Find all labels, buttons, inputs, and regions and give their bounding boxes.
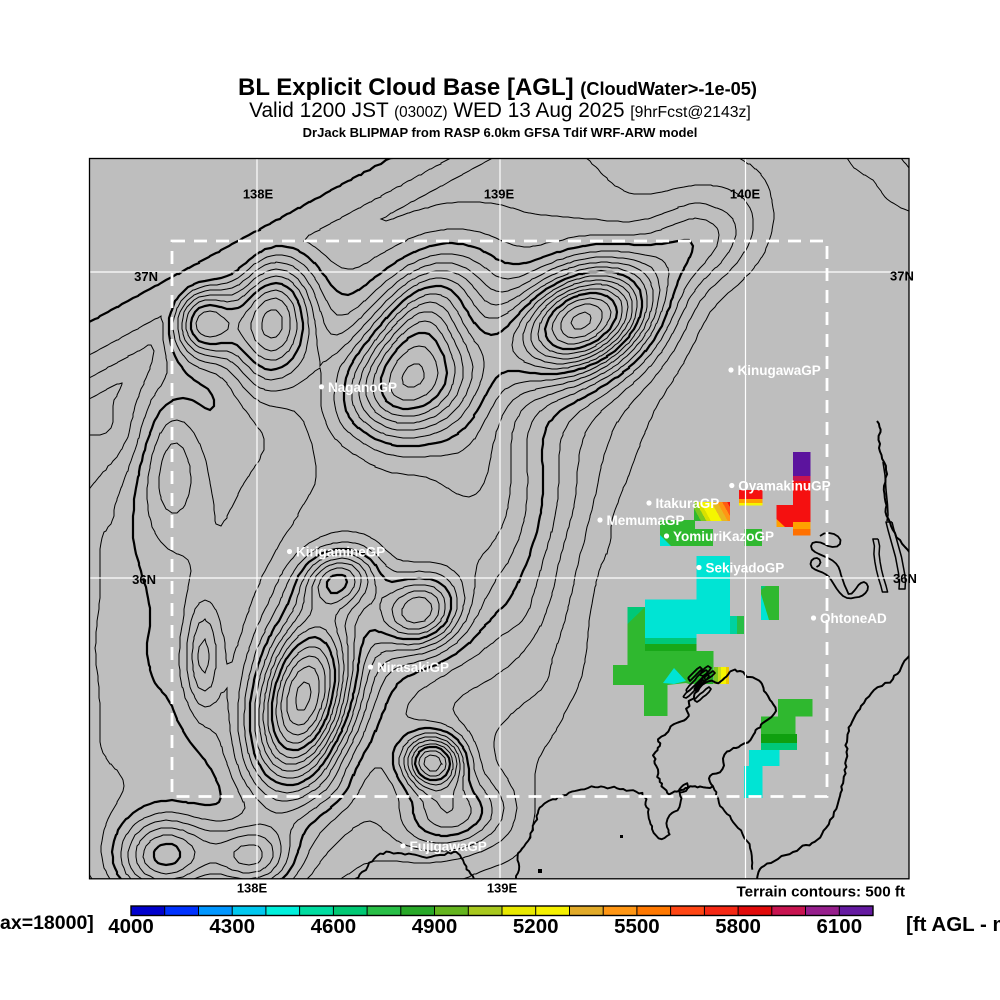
svg-text:140E: 140E bbox=[730, 187, 761, 202]
svg-text:YomiuriKazoGP: YomiuriKazoGP bbox=[673, 529, 774, 544]
svg-text:DrJack BLIPMAP from RASP 6.0km: DrJack BLIPMAP from RASP 6.0km GFSA Tdif… bbox=[303, 125, 698, 140]
svg-text:138E: 138E bbox=[237, 881, 268, 896]
svg-text:MemumaGP: MemumaGP bbox=[607, 513, 685, 528]
svg-text:Valid 1200 JST (0300Z) WED 13: Valid 1200 JST (0300Z) WED 13 Aug 2025 [… bbox=[249, 99, 751, 122]
svg-text:138E: 138E bbox=[243, 187, 274, 202]
svg-text:6100: 6100 bbox=[816, 915, 862, 938]
svg-text:SekiyadoGP: SekiyadoGP bbox=[706, 561, 785, 576]
svg-text:4900: 4900 bbox=[412, 915, 458, 938]
svg-text:5800: 5800 bbox=[715, 915, 761, 938]
svg-text:4000: 4000 bbox=[108, 915, 154, 938]
svg-text:OhtoneAD: OhtoneAD bbox=[820, 611, 887, 626]
svg-text:37N: 37N bbox=[890, 269, 914, 284]
svg-text:37N: 37N bbox=[134, 269, 158, 284]
svg-text:FujigawaGP: FujigawaGP bbox=[410, 839, 487, 854]
svg-text:NaganoGP: NaganoGP bbox=[328, 380, 397, 395]
svg-text:Terrain contours: 500 ft: Terrain contours: 500 ft bbox=[736, 884, 905, 901]
svg-text:5200: 5200 bbox=[513, 915, 559, 938]
svg-text:ax=18000]: ax=18000] bbox=[0, 912, 94, 934]
svg-text:139E: 139E bbox=[487, 881, 518, 896]
svg-text:4300: 4300 bbox=[209, 915, 255, 938]
svg-text:ItakuraGP: ItakuraGP bbox=[656, 496, 720, 511]
svg-text:NirasakiGP: NirasakiGP bbox=[377, 660, 449, 675]
svg-text:4600: 4600 bbox=[311, 915, 357, 938]
svg-text:[ft AGL - ma: [ft AGL - ma bbox=[906, 913, 1000, 936]
svg-text:OyamakinuGP: OyamakinuGP bbox=[738, 479, 830, 494]
svg-text:BL Explicit Cloud Base [AGL]: BL Explicit Cloud Base [AGL] (CloudWater… bbox=[238, 74, 757, 101]
svg-text:139E: 139E bbox=[484, 187, 515, 202]
svg-text:36N: 36N bbox=[132, 572, 156, 587]
svg-text:KirigamineGP: KirigamineGP bbox=[296, 545, 385, 560]
svg-text:KinugawaGP: KinugawaGP bbox=[738, 363, 821, 378]
svg-text:5500: 5500 bbox=[614, 915, 660, 938]
svg-text:36N: 36N bbox=[893, 571, 917, 586]
